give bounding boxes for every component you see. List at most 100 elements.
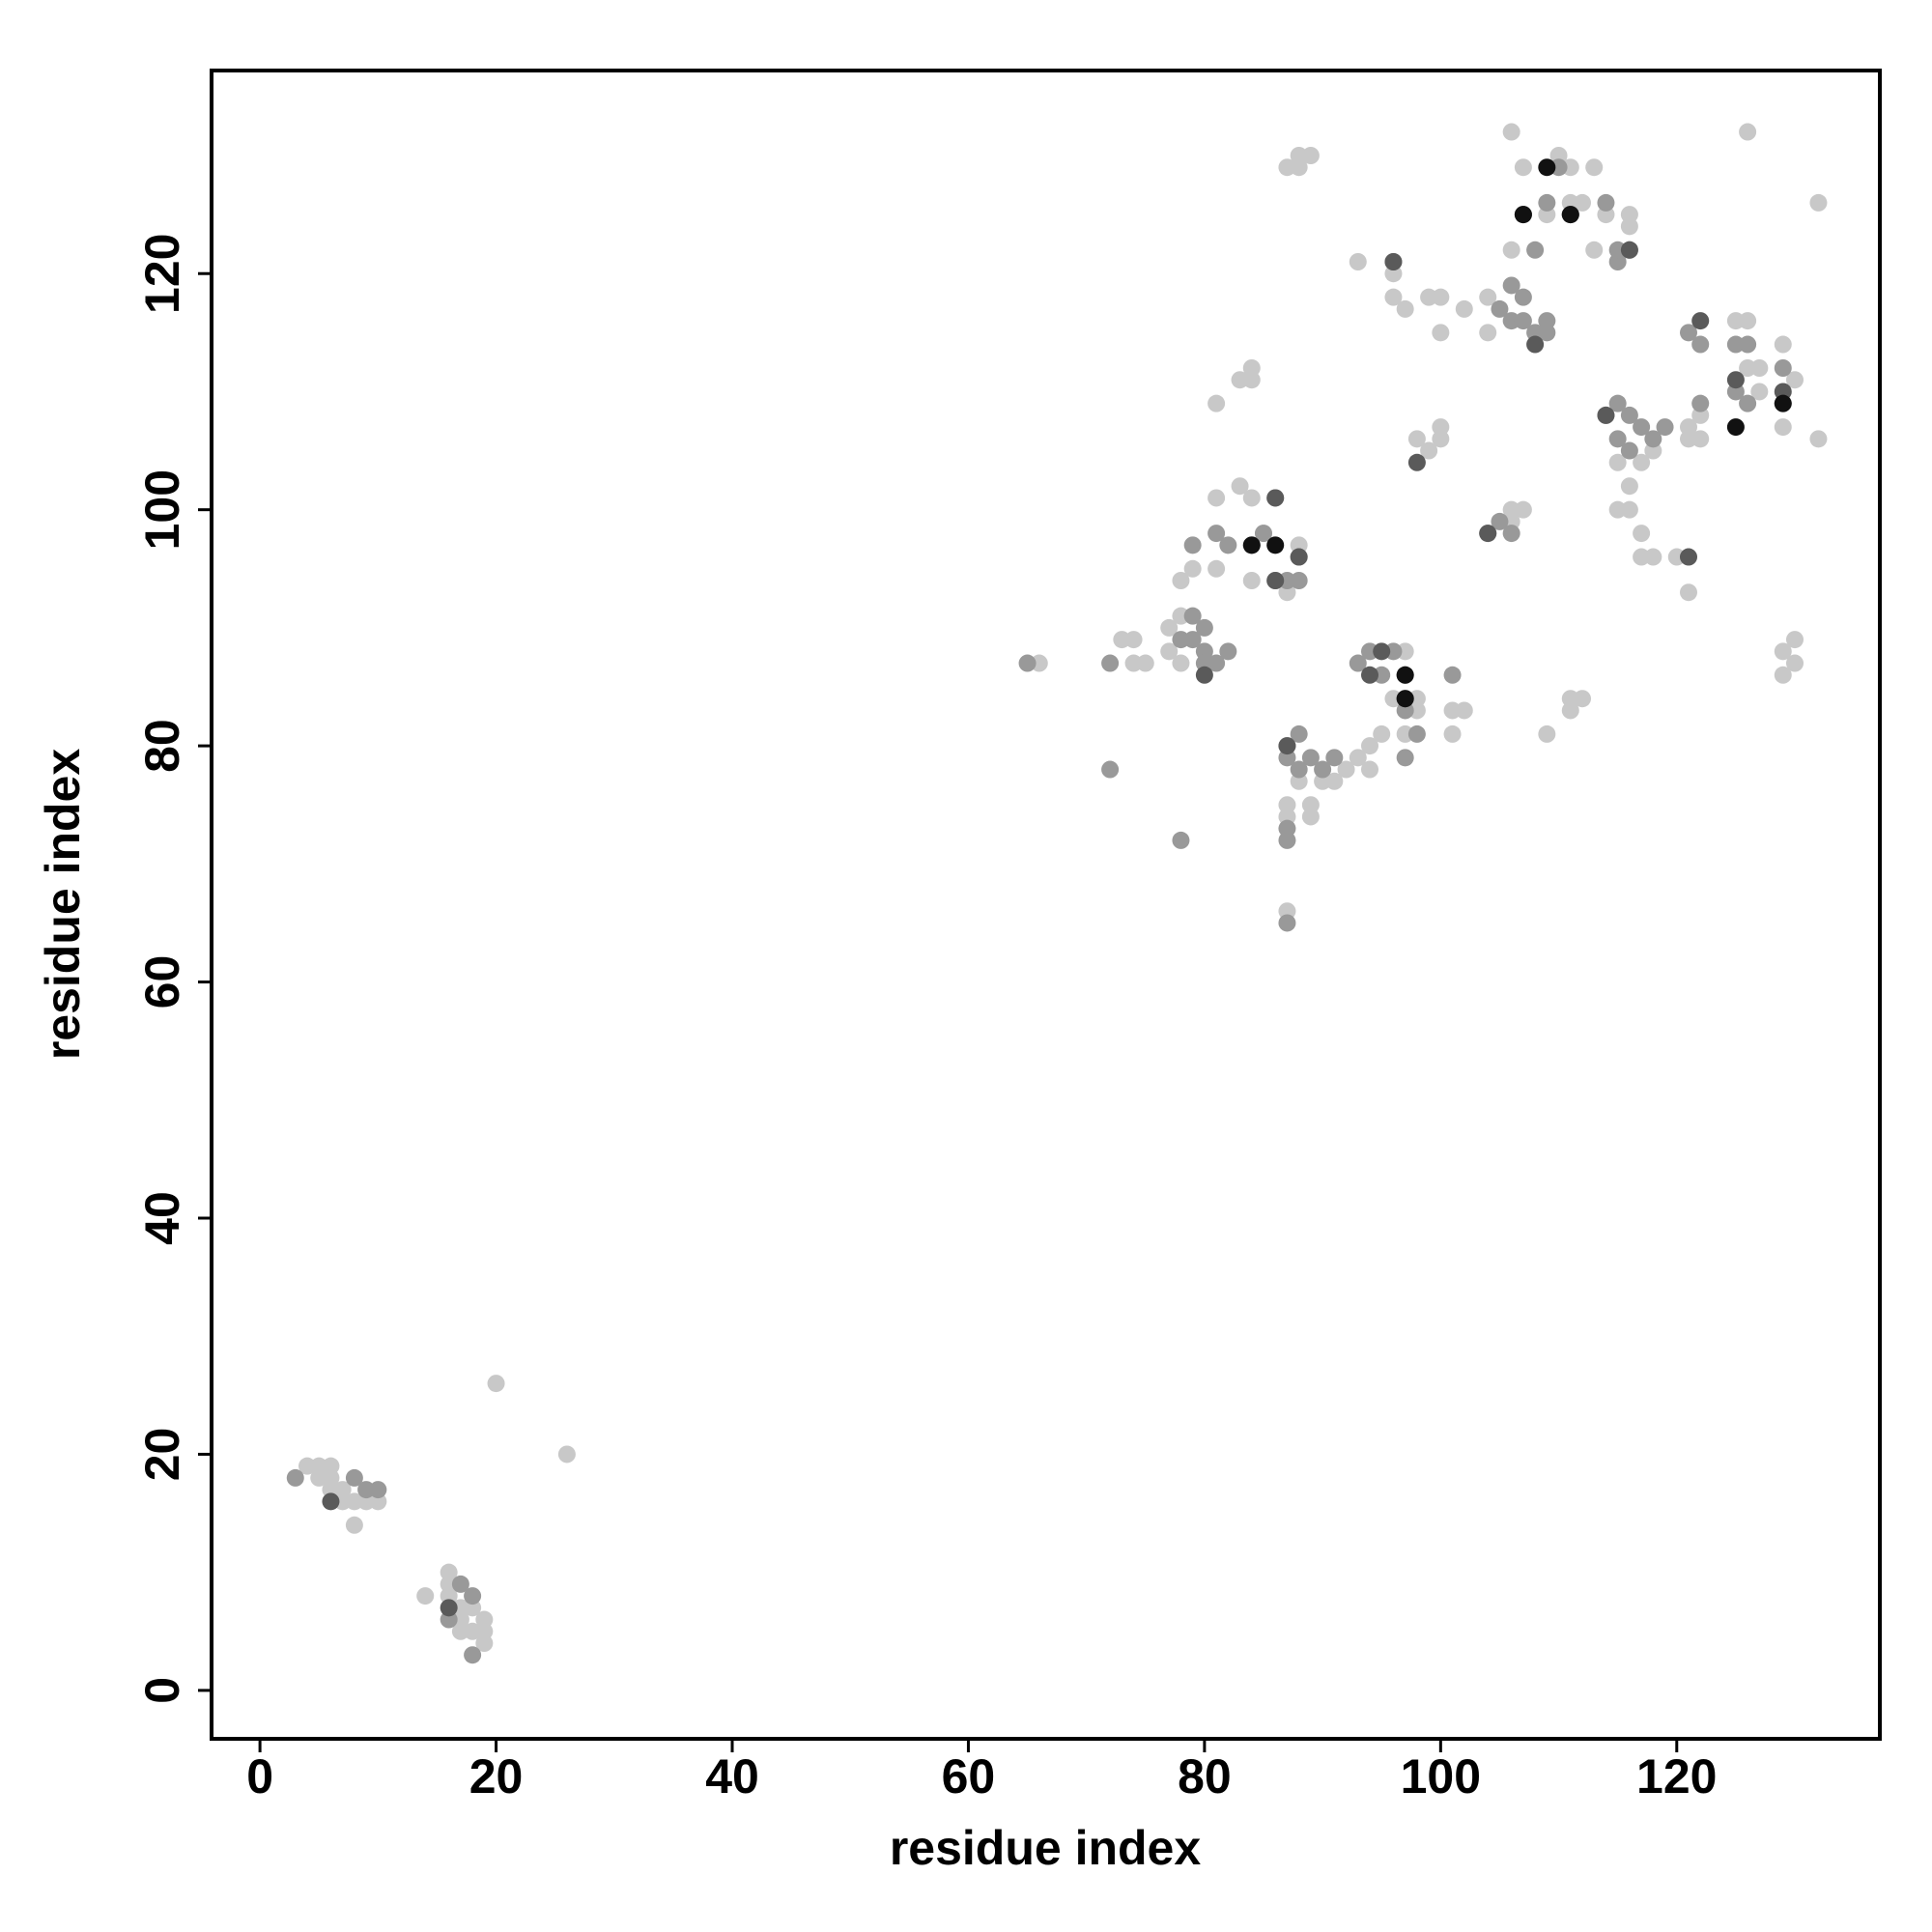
point [1325,749,1344,767]
x-tick-label: 80 [1178,1749,1232,1804]
point [487,1375,505,1393]
point [1514,500,1532,519]
point [1314,760,1332,779]
point [1208,559,1226,578]
point [1242,536,1261,554]
point [1290,158,1308,177]
point [1774,666,1792,684]
point [1278,819,1296,838]
point [1680,548,1697,566]
point [322,1492,340,1511]
point [1396,299,1414,318]
point [1502,241,1520,259]
point [345,1468,363,1487]
point [1455,701,1473,720]
point [1585,241,1604,259]
point [1101,760,1120,779]
x-tick-label: 20 [469,1749,524,1804]
point [1361,737,1378,755]
point [1620,477,1638,496]
point [1183,559,1202,578]
point [1538,193,1556,212]
point [1514,158,1532,177]
point [1726,371,1745,389]
point [1574,193,1591,212]
point [1680,324,1697,342]
point [1608,453,1627,471]
point [1608,394,1627,412]
point [1774,335,1792,354]
point [1407,724,1426,743]
point [1420,441,1438,460]
point [1739,312,1757,330]
point [1656,418,1674,437]
point [1219,536,1237,554]
point [1384,253,1403,270]
point [1349,253,1367,270]
point [1620,500,1638,519]
point [1574,690,1591,708]
point [1585,158,1604,177]
point [1479,288,1497,306]
point [1208,394,1226,412]
point [1786,371,1804,389]
point [1514,288,1532,306]
point [1361,760,1378,779]
y-tick-label: 60 [135,955,189,1009]
y-tick-label: 0 [135,1677,189,1704]
point [1290,724,1308,743]
point [1124,631,1143,649]
point [1301,808,1320,826]
point [1774,394,1792,412]
point [1349,749,1367,767]
point [1278,737,1296,755]
point [369,1481,387,1499]
point [1384,288,1403,306]
point [1809,193,1828,212]
point [1242,572,1261,589]
point [1620,241,1638,259]
point [345,1516,363,1534]
point [1396,690,1414,708]
x-tick-label: 120 [1636,1749,1717,1804]
point [1491,512,1509,530]
point [1691,312,1710,330]
point [1443,724,1462,743]
point [1266,489,1285,507]
point [1172,831,1190,849]
point [1597,406,1615,424]
point [1266,572,1285,589]
point [1208,525,1226,543]
point [1396,666,1414,684]
point [1739,335,1757,354]
point [1455,299,1473,318]
point [464,1646,482,1664]
point [1502,276,1520,295]
x-tick-label: 100 [1401,1749,1481,1804]
point [1750,359,1769,377]
plot-frame [210,69,1882,1741]
point [1172,654,1190,672]
point [1538,324,1556,342]
point [1195,666,1213,684]
point [1691,430,1710,448]
point [1195,618,1213,637]
point [1644,430,1662,448]
point [1301,147,1320,164]
point [1786,654,1804,672]
point [1620,441,1638,460]
point [475,1634,494,1652]
point [1219,642,1237,661]
y-tick-label: 80 [135,719,189,773]
point [1644,548,1662,566]
point [1774,359,1792,377]
point [557,1445,576,1463]
x-tick-label: 0 [246,1749,273,1804]
x-tick-label: 40 [705,1749,759,1804]
y-tick-label: 40 [135,1191,189,1245]
point [416,1587,435,1605]
point [1491,299,1509,318]
point [1255,525,1272,543]
point [1786,631,1804,649]
